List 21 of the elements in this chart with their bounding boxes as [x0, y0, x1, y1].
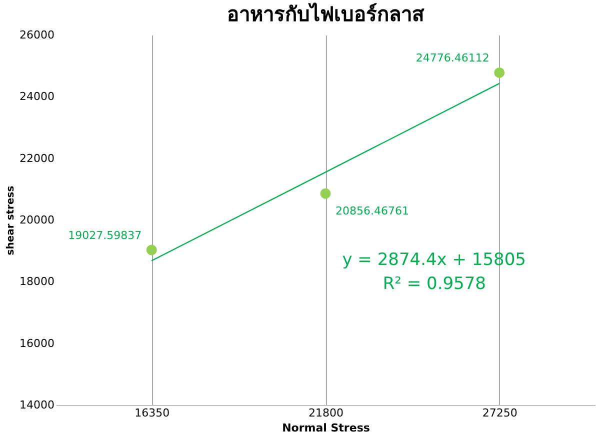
annotation: y = 2874.4x + 15805	[342, 250, 526, 270]
point	[320, 188, 331, 199]
annotation: R² = 0.9578	[382, 274, 486, 294]
data-label: 20856.46761	[336, 204, 409, 218]
x-axis-title: Normal Stress	[282, 422, 370, 434]
data-label: 24776.46112	[416, 52, 490, 65]
point	[146, 244, 157, 256]
y-axis-title: shear stress	[6, 186, 17, 256]
x-tick-label: 21800	[308, 406, 344, 420]
y-tick-label: 14000	[20, 398, 54, 412]
point	[494, 67, 505, 78]
x-tick-label: 27250	[482, 406, 518, 420]
y-tick-label: 20000	[20, 214, 54, 226]
x-tick-label: 16350	[134, 406, 170, 420]
y-tick-label: 16000	[20, 336, 54, 350]
chart-title: อาหารกับไฟเบอร์กลาส	[227, 2, 425, 26]
y-tick-label: 26000	[20, 28, 54, 42]
y-tick-label: 22000	[20, 152, 54, 165]
data-label: 19027.59837	[68, 228, 142, 242]
y-tick-label: 24000	[20, 90, 54, 104]
y-tick-label: 18000	[20, 275, 54, 288]
